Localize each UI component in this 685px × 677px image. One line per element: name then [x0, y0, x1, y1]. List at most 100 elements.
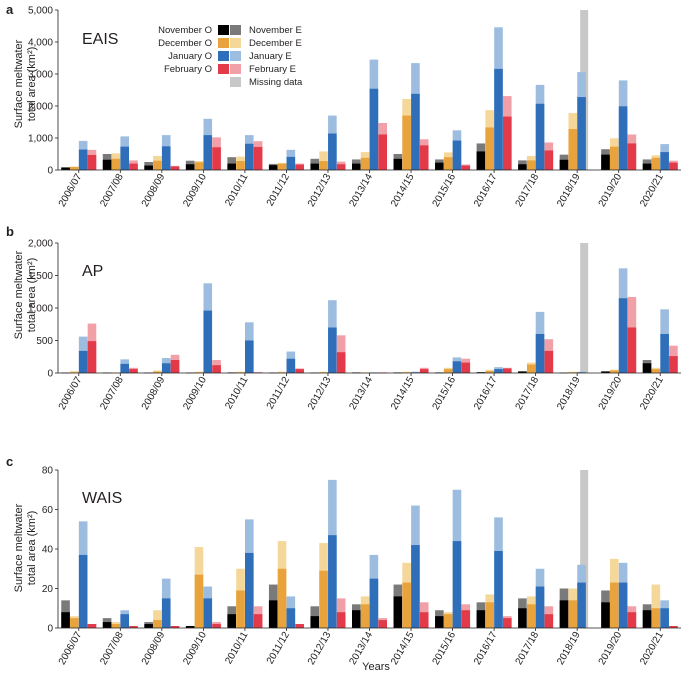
x-tick-label: 2016/17: [472, 630, 500, 667]
bar-observed-november: [601, 154, 610, 170]
bar-observed-december: [70, 166, 79, 170]
bar-observed-february: [461, 165, 471, 170]
bar-observed-january: [286, 608, 296, 628]
bar-observed-november: [476, 610, 486, 628]
y-tick-label: 1,000: [28, 134, 53, 145]
legend-january-expected-label: January E: [249, 51, 292, 62]
bar-observed-february: [129, 626, 138, 628]
x-tick-label: 2019/20: [597, 630, 625, 667]
bar-observed-february: [253, 614, 263, 628]
bar-observed-january: [286, 156, 296, 170]
panel-label-a: a: [6, 2, 14, 17]
legend-swatch-expected-november: [230, 25, 241, 35]
bar-expected-december: [651, 584, 661, 628]
bar-observed-january: [78, 350, 88, 373]
bar-observed-december: [360, 604, 370, 628]
bar-observed-february: [503, 368, 512, 373]
bar-observed-november: [601, 371, 610, 373]
legend-november-observed-label: November O: [158, 25, 212, 36]
bar-observed-january: [161, 363, 171, 373]
bar-observed-november: [268, 600, 278, 628]
bar-observed-january: [328, 133, 337, 170]
x-tick-label: 2014/15: [389, 375, 417, 412]
x-tick-label: 2018/19: [555, 375, 583, 412]
x-tick-label: 2009/10: [181, 630, 209, 667]
bar-observed-november: [227, 614, 236, 628]
bar-observed-november: [310, 616, 320, 628]
bar-observed-january: [535, 334, 545, 373]
bar-observed-november: [227, 163, 236, 170]
bar-observed-january: [78, 554, 88, 628]
bar-observed-january: [369, 88, 379, 170]
legend-missing-data-label: Missing data: [249, 77, 303, 88]
x-tick-label: 2017/18: [514, 630, 542, 667]
bar-observed-december: [153, 371, 162, 373]
bar-observed-february: [378, 620, 387, 628]
bar-observed-february: [170, 626, 180, 628]
bar-observed-february: [170, 360, 180, 373]
bar-observed-february: [544, 350, 554, 373]
x-tick-label: 2012/13: [306, 630, 334, 667]
bar-observed-february: [87, 154, 97, 170]
bar-observed-january: [618, 298, 628, 373]
bar-observed-january: [577, 582, 586, 628]
bar-observed-november: [268, 165, 278, 170]
bar-observed-february: [253, 146, 263, 170]
x-tick-label: 2020/21: [638, 630, 666, 667]
y-tick-label: 2,000: [28, 102, 53, 113]
y-tick-label: 0: [47, 369, 53, 380]
bar-observed-february: [129, 369, 138, 373]
bar-observed-february: [212, 624, 221, 628]
bar-observed-february: [129, 163, 138, 170]
bar-observed-december: [194, 162, 204, 170]
x-tick-label: 2010/11: [223, 172, 250, 209]
bar-observed-december: [610, 582, 619, 628]
y-tick-label: 0: [47, 166, 53, 177]
bar-observed-november: [61, 167, 70, 170]
bar-observed-february: [295, 624, 304, 628]
x-tick-label: 2019/20: [597, 172, 625, 209]
x-tick-label: 2018/19: [555, 630, 583, 667]
bar-observed-november: [435, 162, 444, 170]
bar-observed-february: [336, 164, 346, 170]
bar-observed-december: [236, 590, 245, 628]
bar-observed-november: [352, 163, 361, 170]
bar-observed-february: [419, 145, 429, 170]
bar-observed-january: [328, 535, 337, 628]
bar-observed-december: [485, 127, 494, 170]
bar-observed-february: [544, 150, 554, 170]
bar-observed-february: [627, 143, 637, 170]
x-tick-label: 2007/08: [98, 375, 126, 412]
x-tick-label: 2008/09: [140, 375, 168, 412]
bar-observed-december: [194, 574, 204, 628]
y-tick-label: 3,000: [28, 70, 53, 81]
x-tick-label: 2016/17: [472, 172, 500, 209]
bar-observed-february: [461, 610, 471, 628]
bar-observed-november: [476, 151, 486, 170]
bar-observed-february: [627, 612, 637, 628]
bar-observed-december: [153, 160, 162, 170]
panel-a-region-name: EAIS: [82, 31, 118, 48]
bar-observed-november: [559, 600, 569, 628]
y-tick-label: 4,000: [28, 38, 53, 49]
x-tick-label: 2013/14: [347, 172, 375, 209]
bar-observed-november: [642, 610, 652, 628]
bar-observed-december: [319, 161, 328, 170]
bar-observed-december: [277, 163, 287, 170]
bar-observed-january: [494, 550, 503, 628]
bar-observed-january: [203, 310, 213, 373]
x-axis-title: Years: [362, 661, 390, 673]
x-tick-label: 2016/17: [472, 375, 500, 412]
y-tick-label: 2,000: [28, 239, 53, 250]
legend: November O December O January O February…: [158, 25, 303, 88]
bar-observed-january: [535, 586, 545, 628]
bar-observed-february: [627, 327, 637, 373]
bar-observed-december: [651, 608, 661, 628]
bar-observed-january: [245, 552, 254, 628]
bar-observed-december: [485, 602, 494, 628]
bar-observed-january: [494, 369, 503, 373]
bar-observed-february: [503, 116, 512, 170]
bar-observed-november: [518, 164, 527, 170]
bar-expected-december: [153, 610, 162, 628]
x-tick-label: 2017/18: [514, 375, 542, 412]
